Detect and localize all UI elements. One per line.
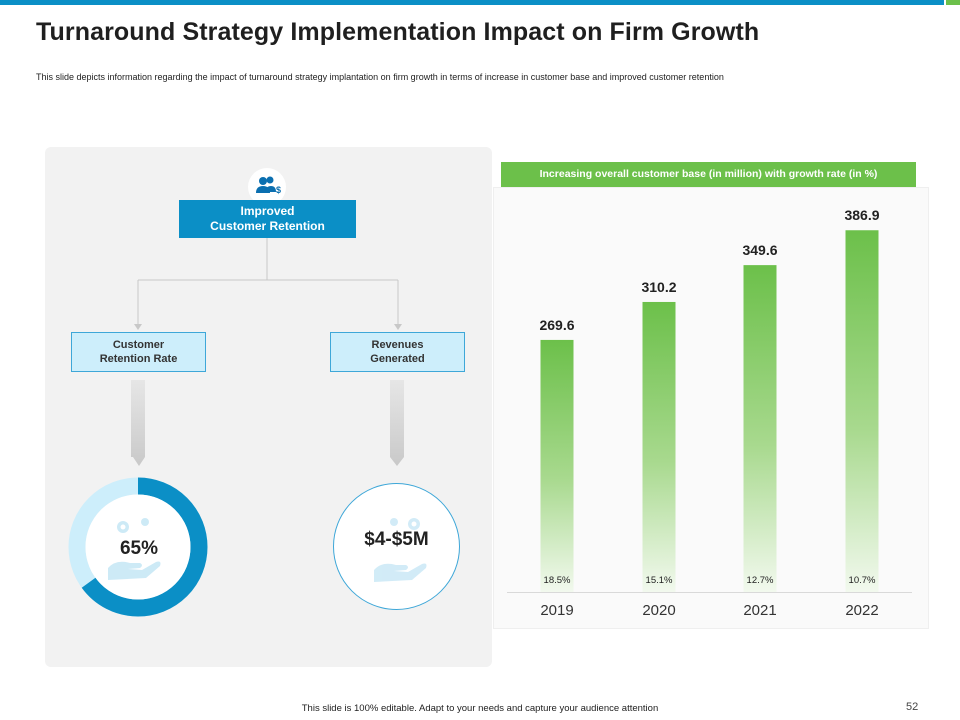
retention-rate-line1: Customer <box>112 339 165 351</box>
retention-rate-box: Customer Retention Rate <box>71 332 206 372</box>
users-dollar-icon: $ <box>248 168 286 206</box>
improved-retention-line1: Improved <box>240 204 295 218</box>
revenue-value: $4-$5M <box>364 529 429 550</box>
chart-title: Increasing overall customer base (in mil… <box>501 162 916 187</box>
revenues-generated-line1: Revenues <box>371 339 424 351</box>
connector-left-arrowhead <box>134 324 142 330</box>
improved-retention-box: Improved Customer Retention <box>179 200 356 238</box>
retention-rate-value: 65% <box>119 538 159 559</box>
improved-retention-line2: Customer Retention <box>210 219 325 233</box>
revenues-generated-line2: Generated <box>370 353 425 365</box>
gear-hand-icon <box>108 518 161 580</box>
down-arrow-right <box>390 380 404 466</box>
top-accent-bar-green <box>946 0 960 5</box>
page-title: Turnaround Strategy Implementation Impac… <box>36 18 760 46</box>
connector-right-arrowhead <box>394 324 402 330</box>
footer-note: This slide is 100% editable. Adapt to yo… <box>301 703 659 714</box>
down-arrow-left <box>131 380 145 466</box>
revenues-generated-box: Revenues Generated <box>330 332 465 372</box>
chart-area <box>493 187 929 629</box>
money-hand-icon <box>374 518 427 582</box>
top-accent-bar <box>0 0 944 5</box>
retention-rate-line2: Retention Rate <box>99 353 178 365</box>
page-number: 52 <box>906 701 919 713</box>
page-subtitle: This slide depicts information regarding… <box>36 72 724 82</box>
revenue-circle <box>333 483 460 610</box>
svg-text:$: $ <box>276 185 281 195</box>
donut-value-arc <box>68 477 208 617</box>
